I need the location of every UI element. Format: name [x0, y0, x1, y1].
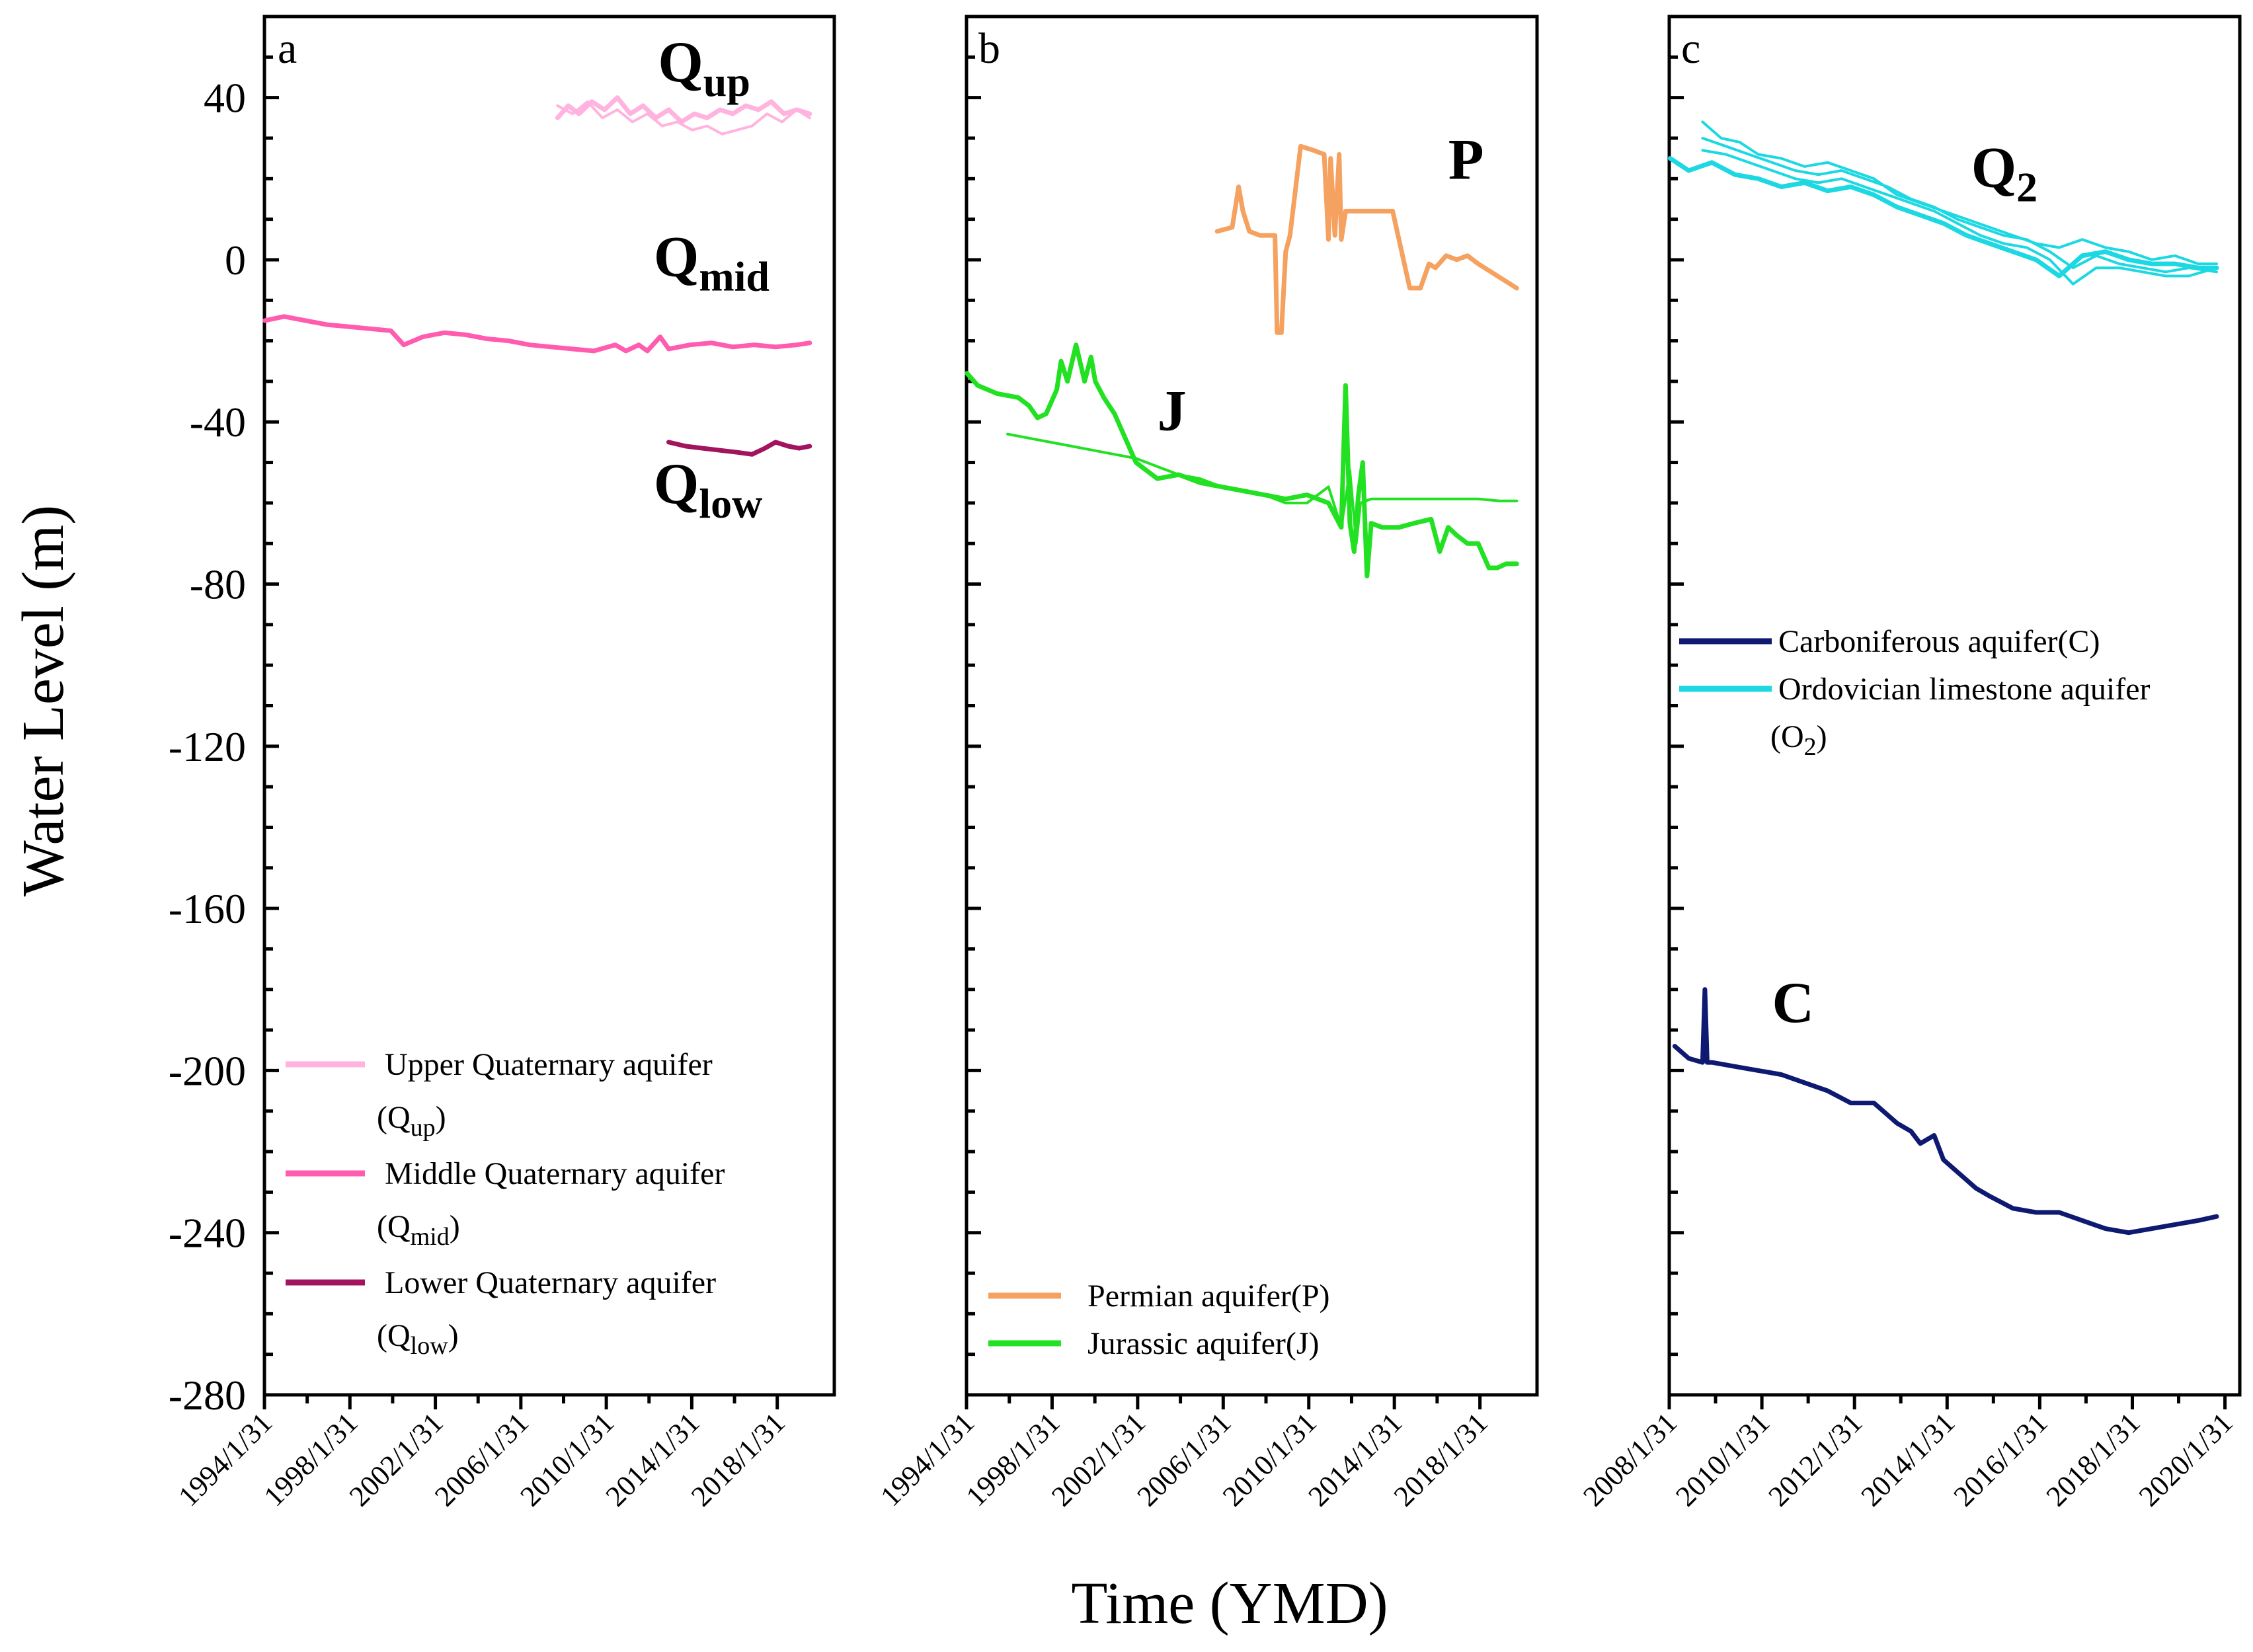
x-tick-label: 2006/1/31 — [1131, 1406, 1238, 1513]
legend-label-p-1: Permian aquifer(P) — [1087, 1278, 1330, 1314]
panel-letter: a — [278, 24, 297, 73]
series-line-j-2 — [1006, 432, 1519, 545]
x-tick-label: 2002/1/31 — [343, 1406, 450, 1513]
x-tick-label: 2020/1/31 — [2133, 1406, 2239, 1513]
x-tick-label: 1994/1/31 — [874, 1406, 980, 1513]
legend-label-j-1: Jurassic aquifer(J) — [1087, 1326, 1320, 1361]
legend-label-c-1: Carboniferous aquifer(C) — [1778, 624, 2100, 659]
x-tick-label: 1998/1/31 — [258, 1406, 364, 1513]
x-axis-title: Time (YMD) — [1071, 1571, 1388, 1636]
legend-sublabel-qup-1: (Qup) — [377, 1100, 446, 1142]
x-tick-label: 2008/1/31 — [1577, 1406, 1683, 1513]
annotation-j: J — [1158, 379, 1187, 444]
y-tick-label: -160 — [169, 885, 246, 932]
panel-letter: b — [978, 24, 1000, 73]
y-tick-label: -200 — [169, 1047, 246, 1094]
y-tick-label: 40 — [204, 75, 246, 122]
legend-sublabel-qlow-1: (Qlow) — [377, 1318, 459, 1360]
series-line-c-1 — [1672, 987, 2219, 1236]
x-tick-label: 2016/1/31 — [1948, 1406, 2054, 1513]
legend-label-qmid-1: Middle Quaternary aquifer — [385, 1156, 725, 1191]
series-line-qup-2 — [556, 100, 811, 136]
legend-sublabel-qmid-1: (Qmid) — [377, 1209, 460, 1251]
legend-label-qup-1: Upper Quaternary aquifer — [385, 1047, 713, 1082]
x-tick-label: 2018/1/31 — [685, 1406, 791, 1513]
legend: Permian aquifer(P) Jurassic aquifer(J) — [988, 1278, 1330, 1361]
series-line-p-1 — [1214, 143, 1519, 335]
y-axis-title: Water Level (m) — [11, 505, 76, 896]
series-line-j-1 — [965, 342, 1519, 578]
y-tick-label: -120 — [169, 723, 246, 770]
x-tick-label: 2010/1/31 — [514, 1406, 620, 1513]
annotation-p: P — [1448, 128, 1484, 192]
y-tick-label: 0 — [225, 237, 246, 284]
x-tick-label: 2010/1/31 — [1216, 1406, 1323, 1513]
panel-b: b1994/1/311998/1/312002/1/312006/1/31201… — [874, 15, 1539, 1513]
x-tick-label: 2014/1/31 — [1855, 1406, 1961, 1513]
annotation-o2: Q2 — [1971, 136, 2037, 211]
panel-letter: c — [1681, 24, 1700, 73]
panel-a: a 40 0 -40 -80 -120 -160 -200 -240 -2801994/1/311… — [169, 15, 836, 1513]
x-tick-label: 1998/1/31 — [960, 1406, 1066, 1513]
x-tick-label: 2010/1/31 — [1669, 1406, 1776, 1513]
series-line-qup-1 — [555, 95, 812, 124]
x-tick-label: 2014/1/31 — [1302, 1406, 1408, 1513]
y-tick-label: -280 — [169, 1372, 246, 1419]
x-tick-label: 2018/1/31 — [1388, 1406, 1494, 1513]
series-line-o2-4 — [1701, 149, 2218, 286]
annotation-qup: Qup — [658, 30, 750, 105]
panel-c: c2008/1/312010/1/312012/1/312014/1/31201… — [1577, 15, 2242, 1513]
legend: Upper Quaternary aquifer (Qup) Middle Quat… — [286, 1047, 725, 1360]
annotation-c: C — [1772, 971, 1815, 1035]
series-line-o2-1 — [1667, 156, 2219, 278]
x-tick-label: 2018/1/31 — [2040, 1406, 2147, 1513]
series-line-qmid-1 — [262, 314, 812, 354]
x-tick-label: 2014/1/31 — [600, 1406, 706, 1513]
plot-frame — [965, 15, 1539, 1397]
legend: Carboniferous aquifer(C) Ordovician limes… — [1679, 624, 2150, 761]
annotation-qlow: Qlow — [654, 452, 762, 527]
y-tick-label: -80 — [190, 561, 246, 608]
x-tick-label: 2012/1/31 — [1762, 1406, 1868, 1513]
series-line-qlow-1 — [666, 440, 812, 457]
legend-label-o2-1: Ordovician limestone aquifer — [1778, 672, 2150, 707]
y-tick-label: -40 — [190, 399, 246, 446]
x-tick-label: 2002/1/31 — [1045, 1406, 1152, 1513]
x-tick-label: 2006/1/31 — [428, 1406, 535, 1513]
annotation-qmid: Qmid — [654, 225, 770, 299]
x-tick-label: 1994/1/31 — [172, 1406, 278, 1513]
series-line-o2-3 — [1701, 137, 2218, 274]
series-line-o2-2 — [1701, 120, 2218, 266]
legend-label-qlow-1: Lower Quaternary aquifer — [385, 1265, 716, 1300]
y-tick-label: -240 — [169, 1210, 246, 1257]
legend-sublabel-o2-1: (O2) — [1770, 719, 1827, 761]
